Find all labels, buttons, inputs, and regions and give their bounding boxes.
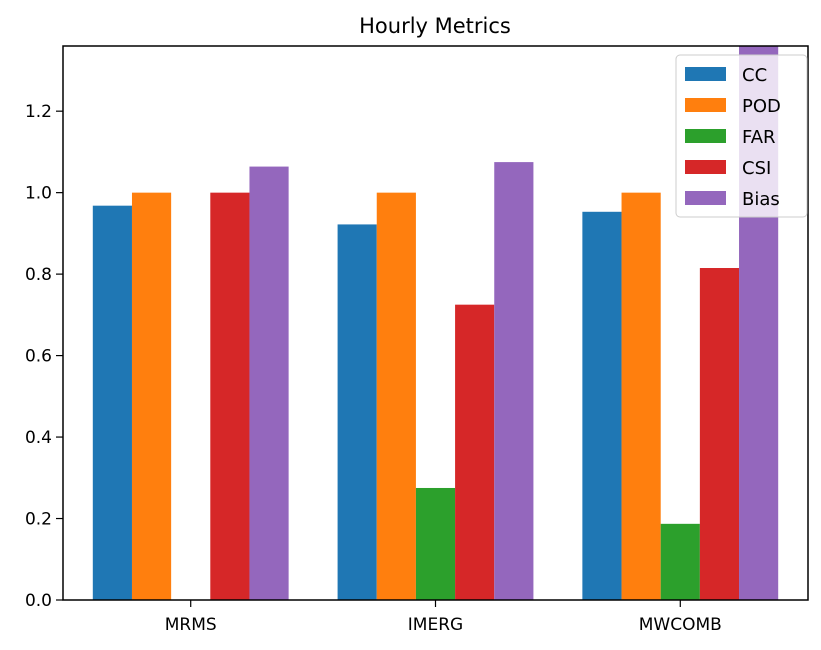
bars-layer <box>92 46 779 600</box>
legend-swatch-csi <box>685 160 726 174</box>
bar-bias-mrms <box>249 166 289 600</box>
legend-swatch-bias <box>685 191 726 205</box>
x-tick-label: MWCOMB <box>639 615 722 635</box>
bar-csi-mwcomb <box>699 268 740 600</box>
x-tick-label: IMERG <box>408 615 463 635</box>
legend-label-pod: POD <box>742 96 781 117</box>
bar-pod-mwcomb <box>621 192 661 600</box>
bar-pod-mrms <box>131 192 172 600</box>
bar-bias-imerg <box>494 162 534 600</box>
legend-swatch-far <box>685 129 726 143</box>
y-tick-label: 0.0 <box>25 591 52 611</box>
bar-cc-mwcomb <box>582 211 622 600</box>
bar-cc-mrms <box>92 205 132 600</box>
legend-swatch-pod <box>685 98 726 112</box>
legend: CC POD FAR CSI Bias <box>675 54 808 218</box>
bar-csi-imerg <box>455 304 495 600</box>
bar-far-imerg <box>415 487 456 600</box>
y-tick-label: 1.0 <box>25 184 52 204</box>
legend-box <box>675 54 808 218</box>
y-tick-label: 0.6 <box>25 347 52 367</box>
bar-csi-mrms <box>210 192 250 600</box>
bar-pod-imerg <box>376 192 416 600</box>
bar-far-mwcomb <box>660 523 700 600</box>
legend-label-csi: CSI <box>742 158 771 179</box>
legend-swatch-cc <box>685 67 726 81</box>
y-tick-label: 1.2 <box>25 102 52 122</box>
y-axis: 0.0 0.2 0.4 0.6 0.8 1.0 1.2 <box>25 102 63 611</box>
legend-label-bias: Bias <box>742 189 780 210</box>
x-tick-label: MRMS <box>165 615 217 635</box>
y-tick-label: 0.2 <box>25 510 52 530</box>
legend-label-far: FAR <box>742 127 776 148</box>
x-axis: MRMS IMERG MWCOMB <box>165 600 722 635</box>
legend-label-cc: CC <box>742 65 767 86</box>
y-tick-label: 0.4 <box>25 428 52 448</box>
bar-cc-imerg <box>337 224 377 600</box>
y-tick-label: 0.8 <box>25 265 52 285</box>
chart-title: Hourly Metrics <box>359 14 511 38</box>
